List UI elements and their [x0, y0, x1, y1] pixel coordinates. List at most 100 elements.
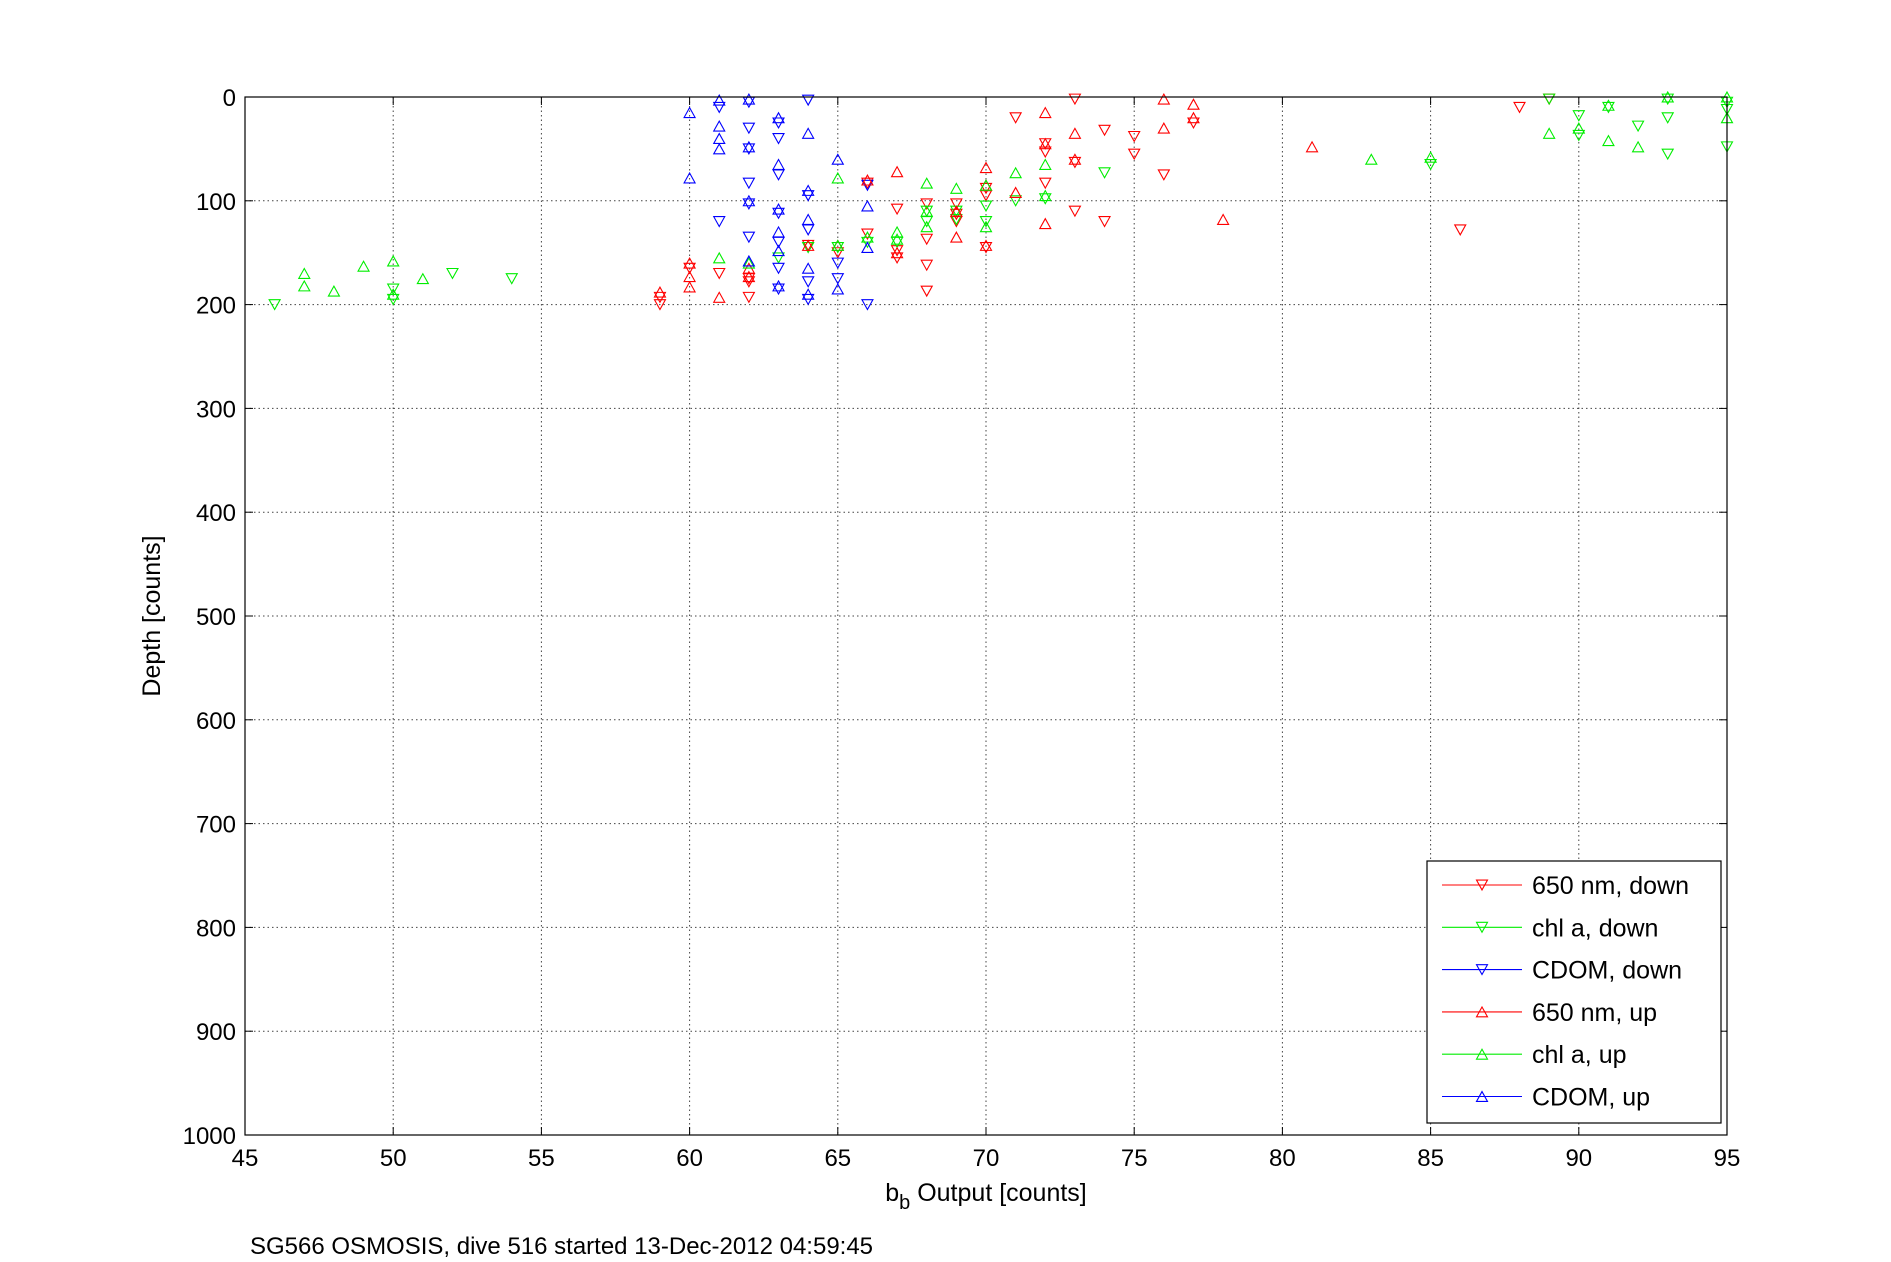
x-axis-label-sub: b [899, 1192, 910, 1214]
y-tick-label: 1000 [183, 1123, 236, 1150]
data-point [1068, 93, 1082, 106]
data-point [1187, 98, 1200, 110]
data-point [683, 171, 697, 184]
legend-entry: chl a, up [1442, 1041, 1627, 1069]
caption: SG566 OSMOSIS, dive 516 started 13-Dec-2… [250, 1233, 873, 1260]
data-point [1068, 205, 1082, 218]
data-point [742, 256, 756, 269]
data-point [653, 299, 667, 311]
legend-entry: CDOM, up [1442, 1084, 1650, 1112]
legend-box [1426, 860, 1722, 1124]
data-point [1364, 153, 1378, 165]
data-point [1661, 148, 1675, 161]
legend-label: CDOM, up [1532, 1084, 1650, 1112]
x-axis-label-main: b [885, 1179, 899, 1207]
legend-marker [1475, 879, 1489, 892]
data-point [1572, 129, 1586, 142]
legend-entry: 650 nm, up [1442, 999, 1657, 1027]
legend: 650 nm, down chl a, down CDOM, down 650 nm,… [1426, 860, 1722, 1124]
data-point [1453, 224, 1467, 236]
data-point [1038, 146, 1052, 159]
data-point [1424, 151, 1438, 163]
data-point [297, 279, 311, 292]
data-point [1038, 193, 1052, 205]
data-point [1305, 140, 1319, 153]
data-point [920, 220, 934, 233]
data-point [772, 158, 785, 170]
y-tick-label: 700 [196, 812, 236, 839]
data-point [772, 252, 785, 264]
data-point [772, 283, 785, 296]
data-point [1631, 140, 1645, 153]
data-point [1009, 186, 1023, 198]
data-point [1572, 110, 1586, 122]
data-point [357, 260, 370, 272]
data-point [742, 143, 756, 155]
data-point [1098, 216, 1111, 228]
data-point [268, 299, 282, 311]
data-point [920, 177, 934, 189]
data-point [831, 247, 845, 259]
x-tick-label: 80 [1269, 1145, 1296, 1172]
data-point [742, 140, 756, 153]
data-point [1038, 177, 1052, 190]
y-tick-label: 0 [223, 85, 236, 112]
data-point [1424, 158, 1438, 171]
data-point [979, 216, 993, 228]
data-point [861, 241, 874, 254]
data-point [1542, 93, 1556, 106]
legend-label: 650 nm, up [1532, 999, 1657, 1027]
x-tick-label: 50 [380, 1145, 407, 1172]
data-point [386, 254, 400, 267]
data-point [1572, 122, 1586, 134]
data-point [742, 198, 756, 210]
data-point [920, 205, 934, 217]
data-point [920, 198, 934, 210]
data-point [831, 242, 845, 254]
data-point [949, 231, 963, 243]
y-tick-label: 100 [196, 189, 236, 216]
data-point [712, 119, 726, 132]
data-point [831, 257, 845, 270]
data-point [712, 142, 726, 155]
y-tick-label: 600 [196, 708, 236, 735]
data-point [861, 228, 874, 241]
data-point [1187, 111, 1200, 124]
data-point [1038, 189, 1052, 202]
data-point [801, 127, 815, 139]
legend-marker [1475, 1090, 1489, 1102]
legend-label: CDOM, down [1532, 957, 1682, 985]
data-point [712, 291, 726, 303]
data-point [979, 161, 993, 174]
data-point [979, 239, 993, 251]
data-point [890, 225, 904, 238]
data-point [446, 267, 459, 280]
data-point [801, 94, 815, 107]
data-point [327, 285, 341, 297]
data-point [861, 199, 874, 212]
data-point [772, 207, 785, 220]
data-point [979, 182, 993, 195]
data-point [1009, 195, 1023, 207]
data-point [742, 194, 756, 207]
data-point [831, 153, 845, 165]
data-point [1602, 134, 1615, 147]
tick-labels: 45 50 55 60 65 70 75 80 85 90 95 0 100 200 300 400 500 60… [183, 85, 1741, 1172]
data-point [712, 216, 726, 228]
data-point [712, 101, 726, 114]
data-point [801, 262, 815, 274]
data-point [772, 203, 785, 215]
data-point [712, 267, 726, 280]
data-point [949, 205, 963, 217]
data-point [505, 273, 519, 285]
data-point [1038, 217, 1052, 230]
data-point [890, 246, 904, 259]
legend-entry: CDOM, down [1442, 957, 1682, 985]
data-point [890, 165, 904, 178]
data-point [1038, 137, 1052, 150]
legend-marker [1475, 1048, 1489, 1060]
data-point [979, 179, 993, 191]
x-axis-label: bb Output [counts] [885, 1179, 1087, 1214]
x-tick-label: 45 [232, 1145, 259, 1172]
data-point [712, 94, 726, 106]
